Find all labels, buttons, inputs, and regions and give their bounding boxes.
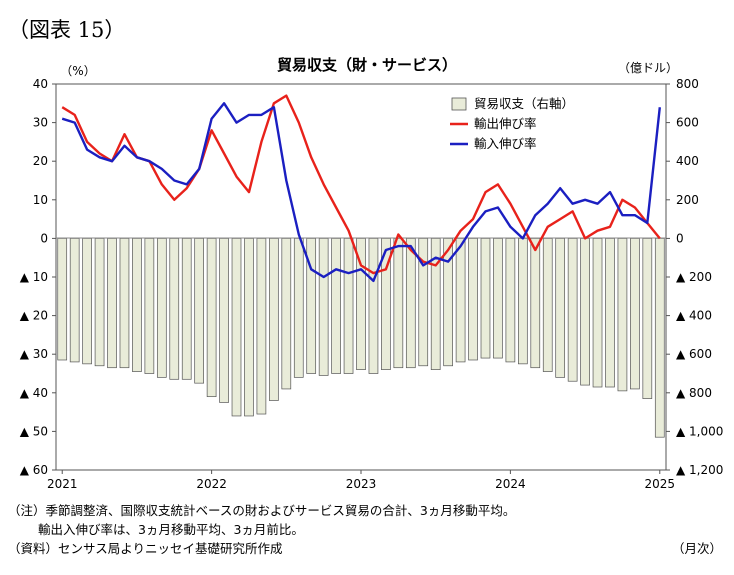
right-tick-label: ▲ 800 (676, 386, 712, 400)
balance-bar (206, 238, 217, 398)
balance-bar (219, 238, 229, 403)
note-line-2: 輸出入伸び率は、3ヵ月移動平均、3ヵ月前比。 (38, 522, 304, 537)
note-line-1: （注）季節調整済、国際収支統計ベースの財およびサービス貿易の合計、3ヵ月移動平均… (8, 503, 516, 518)
balance-bar (132, 238, 142, 372)
balance-bar (293, 238, 304, 378)
right-axis-ticks: 800 600 400 200 0 ▲ 200 ▲ 400 ▲ 600 ▲ 800 ▲ 1,000… (666, 77, 723, 477)
x-tick-label: 2022 (196, 477, 227, 491)
right-tick-label: 400 (676, 154, 699, 168)
right-tick-label: ▲ 200 (676, 270, 712, 284)
balance-bar (244, 238, 254, 417)
balance-bar (567, 238, 578, 382)
balance-bar (343, 238, 354, 374)
balance-bar (480, 238, 491, 359)
x-tick-label: 2023 (346, 477, 377, 491)
right-tick-label: ▲ 600 (676, 347, 712, 361)
balance-bar (493, 238, 503, 359)
x-tick-label: 2024 (495, 477, 526, 491)
balance-bar (269, 238, 279, 401)
balance-bar (69, 238, 80, 363)
chart-title: 貿易収支（財・サービス） (277, 56, 457, 74)
balance-bar (630, 238, 640, 390)
balance-bar (654, 238, 665, 438)
growth-lines (61, 94, 661, 283)
balance-bar (642, 238, 653, 399)
left-tick-label: ▲ 30 (20, 347, 48, 361)
legend-label: 輸入伸び率 (474, 136, 537, 151)
left-axis-ticks: 40 30 20 10 0 ▲ 10 ▲ 20 ▲ 30 ▲ 40 ▲ 50 ▲ 60 (20, 77, 56, 477)
balance-bar (605, 238, 615, 388)
balance-bar (405, 238, 416, 369)
balance-bar (555, 238, 566, 378)
right-tick-label: 200 (676, 193, 699, 207)
note-line-3: （資料）センサス局よりニッセイ基礎研究所作成 (8, 541, 283, 556)
x-tick-label: 2021 (47, 477, 78, 491)
left-tick-label: ▲ 50 (20, 424, 48, 438)
balance-bar (107, 238, 117, 369)
right-tick-label: ▲ 400 (676, 309, 712, 323)
balance-bar (256, 238, 267, 415)
legend-label: 輸出伸び率 (474, 116, 537, 131)
balance-bar (505, 238, 516, 363)
balance-bar (468, 238, 478, 361)
balance-bar (455, 238, 466, 363)
left-tick-label: 20 (33, 154, 48, 168)
balance-bar (169, 238, 180, 380)
balance-bar (82, 238, 92, 365)
balance-bar (281, 238, 292, 390)
trade-balance-chart: 貿易収支（財・サービス） （%） （億ドル） 40 30 20 10 0 ▲ 10 ▲ 20… (20, 56, 724, 491)
legend-swatch-balance (451, 97, 467, 111)
balance-bar (231, 238, 242, 417)
left-tick-label: ▲ 40 (20, 386, 48, 400)
left-axis-unit: （%） (60, 64, 95, 78)
left-tick-label: 10 (33, 193, 48, 207)
left-tick-label: 40 (33, 77, 48, 91)
balance-bar (181, 238, 192, 380)
right-tick-label: 0 (676, 231, 684, 245)
balance-bar (530, 238, 541, 369)
balance-bar (580, 238, 590, 386)
right-axis-unit: （億ドル） (618, 61, 678, 75)
left-tick-label: ▲ 10 (20, 270, 48, 284)
balance-bar (368, 238, 379, 374)
balance-bar (617, 238, 628, 392)
x-axis-ticks: 2021 2022 2023 2024 2025 (47, 470, 675, 491)
balance-bar (542, 238, 553, 372)
right-tick-label: 600 (676, 116, 699, 130)
left-tick-label: ▲ 60 (20, 463, 48, 477)
left-tick-label: 30 (33, 116, 48, 130)
balance-bars (57, 238, 665, 438)
export-growth-line (61, 94, 661, 275)
balance-bar (194, 238, 204, 384)
legend-label: 貿易収支（右軸） (474, 96, 574, 111)
right-tick-label: ▲ 1,200 (676, 463, 723, 477)
balance-bar (119, 238, 130, 369)
balance-bar (94, 238, 105, 367)
x-unit-label: （月次） (671, 541, 722, 556)
right-tick-label: ▲ 1,000 (676, 424, 723, 438)
balance-bar (156, 238, 167, 378)
import-growth-line (61, 102, 661, 283)
x-tick-label: 2025 (645, 477, 676, 491)
figure-label: （図表 15） (8, 18, 126, 42)
balance-bar (592, 238, 603, 388)
balance-bar (318, 238, 329, 376)
balance-bar (393, 238, 404, 369)
balance-bar (518, 238, 528, 365)
left-tick-label: ▲ 20 (20, 309, 48, 323)
balance-bar (57, 238, 68, 361)
right-tick-label: 800 (676, 77, 699, 91)
left-tick-label: 0 (40, 231, 48, 245)
balance-bar (144, 238, 155, 374)
balance-bar (331, 238, 341, 374)
